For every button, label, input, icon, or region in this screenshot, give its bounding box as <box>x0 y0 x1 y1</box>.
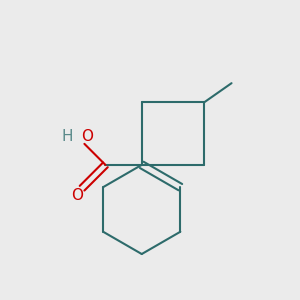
Text: H: H <box>61 129 73 144</box>
Text: O: O <box>81 129 93 144</box>
Text: O: O <box>71 188 83 203</box>
